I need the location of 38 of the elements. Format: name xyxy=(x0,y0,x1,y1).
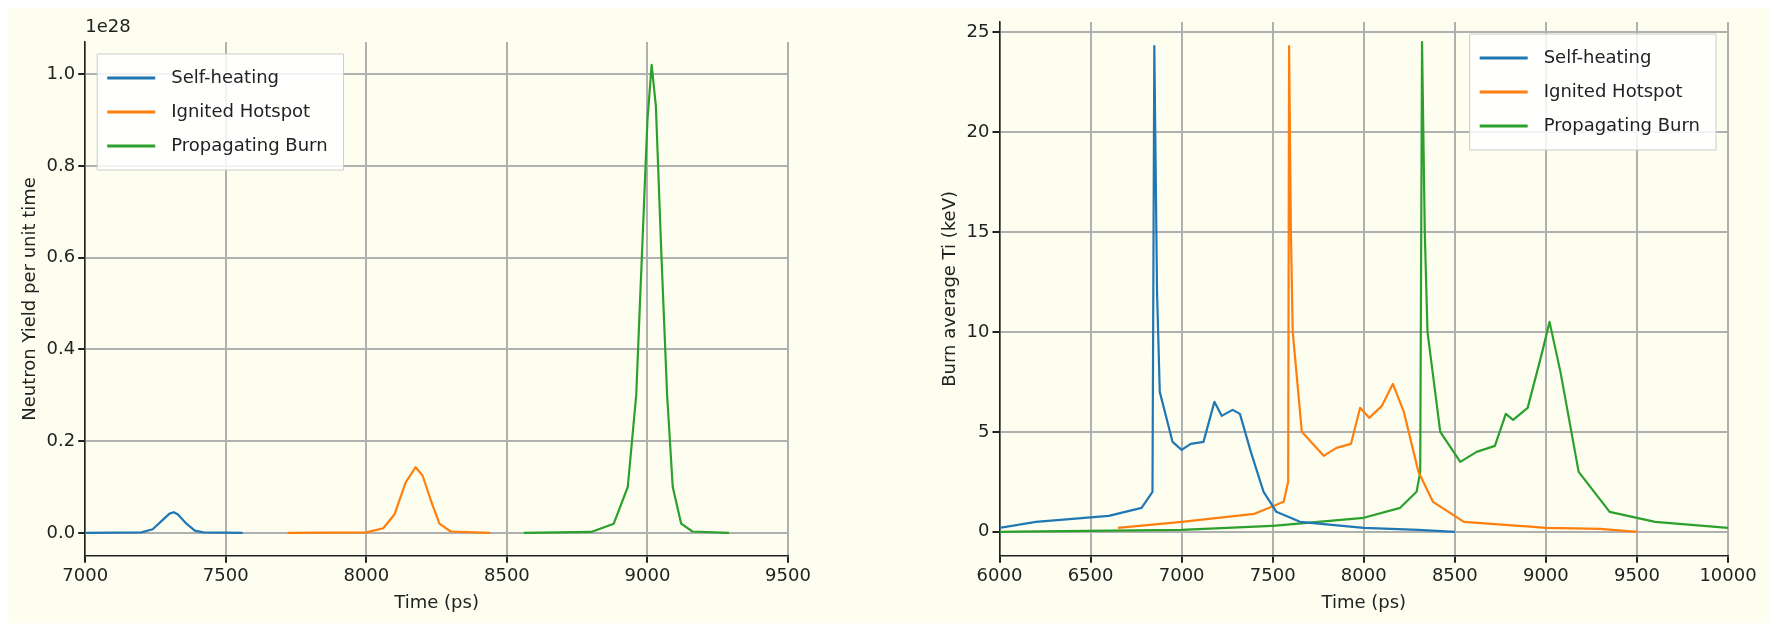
legend-label: Self-heating xyxy=(171,65,279,87)
x-tick-label: 6500 xyxy=(1067,564,1114,586)
x-tick-label: 8000 xyxy=(1340,564,1387,586)
x-tick-label: 7000 xyxy=(62,564,109,586)
text: 1e28 xyxy=(85,14,131,36)
x-tick-label: 7500 xyxy=(202,564,249,586)
y-tick-label: 0.4 xyxy=(46,337,76,359)
y-tick-label: 5 xyxy=(978,419,990,441)
legend-label: Propagating Burn xyxy=(171,133,328,155)
y-tick-label: 25 xyxy=(966,19,990,41)
x-tick-label: 8000 xyxy=(343,564,390,586)
x-tick-label: 8500 xyxy=(483,564,530,586)
x-tick-label: 7000 xyxy=(1158,564,1205,586)
x-axis-title: Time (ps) xyxy=(393,590,479,612)
y-tick-label: 0 xyxy=(978,519,990,541)
y-tick-label: 10 xyxy=(966,319,990,341)
x-tick-label: 9000 xyxy=(624,564,671,586)
y-axis-title: Burn average Ti (keV) xyxy=(938,191,960,387)
y-tick-label: 0.8 xyxy=(46,153,76,175)
y-tick-label: 1.0 xyxy=(46,61,76,83)
x-axis-title: Time (ps) xyxy=(1320,590,1407,612)
x-tick-label: 10000 xyxy=(1699,564,1757,586)
y-tick-label: 0.2 xyxy=(46,428,76,450)
y-tick-label: 20 xyxy=(966,119,990,141)
x-tick-label: 9000 xyxy=(1522,564,1569,586)
legend-label: Ignited Hotspot xyxy=(171,99,311,121)
x-tick-label: 9500 xyxy=(1614,564,1660,586)
x-tick-label: 8500 xyxy=(1431,564,1478,586)
x-tick-label: 6000 xyxy=(976,564,1023,586)
x-tick-label: 7500 xyxy=(1249,564,1296,586)
y-tick-label: 0.0 xyxy=(46,520,76,542)
legend-label: Self-heating xyxy=(1543,45,1652,67)
y-tick-label: 15 xyxy=(966,219,990,241)
legend-label: Ignited Hotspot xyxy=(1543,79,1683,101)
legend-label: Propagating Burn xyxy=(1543,113,1701,135)
y-tick-label: 0.6 xyxy=(46,245,76,267)
y-axis-title: Neutron Yield per unit time xyxy=(18,177,40,421)
x-tick-label: 9500 xyxy=(765,564,811,586)
